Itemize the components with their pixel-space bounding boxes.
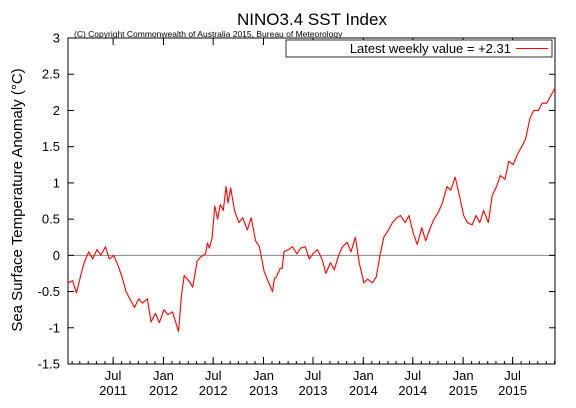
x-tick-label-month: Jan [353, 368, 374, 383]
x-tick-label-month: Jan [253, 368, 274, 383]
x-tick-label-year: 2015 [498, 383, 527, 398]
y-tick-label: -1.5 [38, 357, 60, 372]
x-tick-label-year: 2011 [99, 383, 127, 398]
x-tick-label-month: Jan [153, 368, 174, 383]
y-tick-label: 2 [53, 103, 60, 118]
plot-frame [68, 38, 555, 364]
y-tick-label: -0.5 [38, 284, 60, 299]
x-tick-label-month: Jul [205, 368, 222, 383]
y-tick-label: 0.5 [42, 212, 60, 227]
x-tick-label-month: Jul [105, 368, 122, 383]
x-tick-label-year: 2014 [349, 383, 378, 398]
x-tick-label-month: Jul [305, 368, 322, 383]
x-tick-label-month: Jan [453, 368, 474, 383]
x-tick-label-month: Jul [504, 368, 521, 383]
y-tick-label: 3 [53, 31, 60, 46]
y-tick-label: 1.5 [42, 139, 60, 154]
y-axis-label: Sea Surface Temperature Anomaly (°C) [9, 68, 26, 331]
legend-label: Latest weekly value = +2.31 [350, 41, 511, 56]
plot-area: -1.5-1-0.500.511.522.53Jul2011Jan2012Jul… [38, 31, 555, 399]
y-tick-label: 2.5 [42, 67, 60, 82]
chart-title: NINO3.4 SST Index [237, 10, 387, 29]
x-tick-label-year: 2015 [449, 383, 478, 398]
x-tick-label-year: 2014 [398, 383, 427, 398]
y-tick-label: 0 [53, 248, 60, 263]
y-tick-label: -1 [48, 320, 60, 335]
x-tick-label-year: 2012 [149, 383, 178, 398]
x-tick-label-year: 2012 [199, 383, 228, 398]
series-line [68, 88, 555, 331]
x-tick-label-year: 2013 [299, 383, 328, 398]
x-tick-label-month: Jul [404, 368, 421, 383]
x-tick-label-year: 2013 [249, 383, 278, 398]
y-tick-label: 1 [53, 175, 60, 190]
